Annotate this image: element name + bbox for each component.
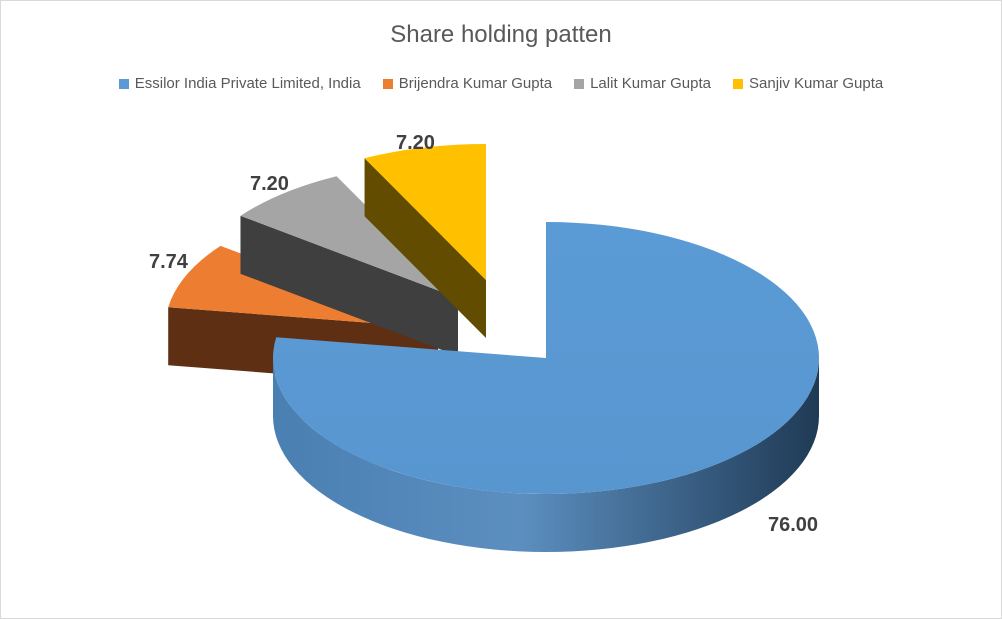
- pie-slice-sanjiv-wall: [364, 158, 486, 338]
- legend-item-sanjiv: Sanjiv Kumar Gupta: [733, 75, 883, 92]
- legend-swatch-essilor: [118, 78, 129, 89]
- data-label-brijendra: 7.74: [149, 251, 189, 273]
- legend-label-lalit: Lalit Kumar Gupta: [590, 75, 711, 92]
- data-labels-layer: 76.00 7.74 7.20 7.20: [149, 132, 818, 536]
- chart-title: Share holding patten: [390, 21, 612, 48]
- legend-label-essilor: Essilor India Private Limited, India: [134, 75, 361, 92]
- legend-item-brijendra: Brijendra Kumar Gupta: [382, 75, 553, 92]
- legend-swatch-sanjiv: [733, 78, 743, 89]
- pie-slice-lalit: [240, 176, 458, 356]
- legend-item-lalit: Lalit Kumar Gupta: [574, 75, 711, 92]
- slices-layer: [168, 144, 819, 552]
- pie-slice-essilor-side: [273, 358, 819, 552]
- pie-slice-essilor-top: [273, 222, 819, 495]
- pie-slice-lalit-top: [240, 176, 458, 298]
- pie-slice-sanjiv-top: [364, 144, 486, 280]
- legend: Essilor India Private Limited, India Bri…: [1, 75, 1001, 92]
- data-label-sanjiv: 7.20: [396, 132, 435, 154]
- legend-label-sanjiv: Sanjiv Kumar Gupta: [749, 75, 884, 92]
- legend-swatch-lalit: [574, 78, 585, 89]
- pie-slice-sanjiv: [364, 144, 486, 338]
- pie-slice-lalit-wall: [240, 215, 458, 356]
- legend-label-brijendra: Brijendra Kumar Gupta: [398, 75, 553, 92]
- legend-item-essilor: Essilor India Private Limited, India: [118, 75, 361, 92]
- legend-swatch-brijendra: [382, 78, 393, 89]
- data-label-lalit: 7.20: [250, 173, 289, 195]
- data-label-essilor: 76.00: [768, 514, 818, 536]
- pie-slice-essilor: [273, 222, 819, 552]
